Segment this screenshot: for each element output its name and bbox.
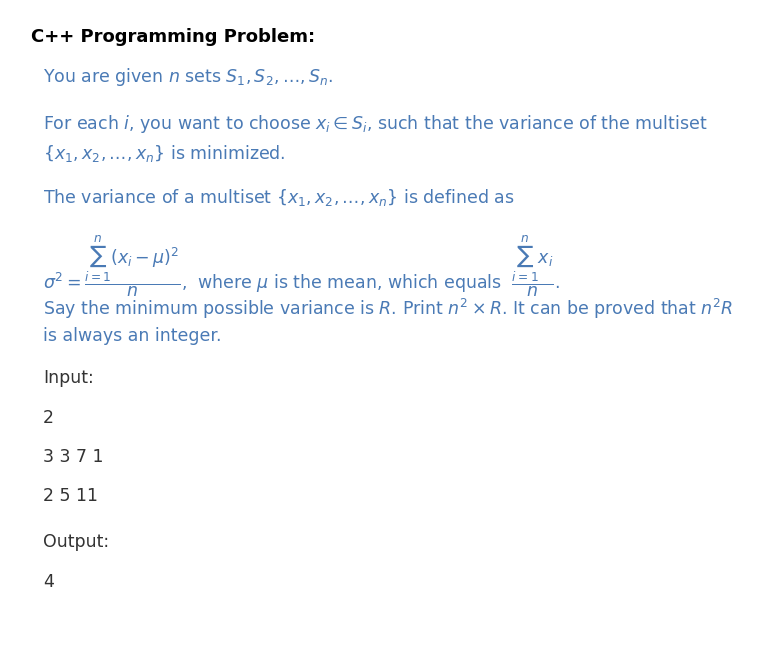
Text: Say the minimum possible variance is $R$. Print $n^2 \times R$. It can be proved: Say the minimum possible variance is $R$…: [43, 297, 734, 321]
Text: Input:: Input:: [43, 369, 94, 387]
Text: C++ Programming Problem:: C++ Programming Problem:: [31, 28, 315, 45]
Text: The variance of a multiset $\{x_1, x_2, \ldots, x_n\}$ is defined as: The variance of a multiset $\{x_1, x_2, …: [43, 187, 515, 208]
Text: Output:: Output:: [43, 533, 109, 551]
Text: 2: 2: [43, 409, 54, 426]
Text: For each $i$, you want to choose $x_i \in S_i$, such that the variance of the mu: For each $i$, you want to choose $x_i \i…: [43, 113, 708, 135]
Text: 4: 4: [43, 573, 54, 591]
Text: You are given $n$ sets $S_1, S_2, \ldots, S_n$.: You are given $n$ sets $S_1, S_2, \ldots…: [43, 66, 333, 87]
Text: $\{x_1, x_2, \ldots, x_n\}$ is minimized.: $\{x_1, x_2, \ldots, x_n\}$ is minimized…: [43, 143, 285, 164]
Text: $\sigma^2 = \dfrac{\sum_{i=1}^{n}(x_i - \mu)^2}{n}$,  where $\mu$ is the mean, w: $\sigma^2 = \dfrac{\sum_{i=1}^{n}(x_i - …: [43, 233, 560, 299]
Text: is always an integer.: is always an integer.: [43, 327, 221, 344]
Text: 3 3 7 1: 3 3 7 1: [43, 448, 103, 466]
Text: 2 5 11: 2 5 11: [43, 487, 98, 505]
